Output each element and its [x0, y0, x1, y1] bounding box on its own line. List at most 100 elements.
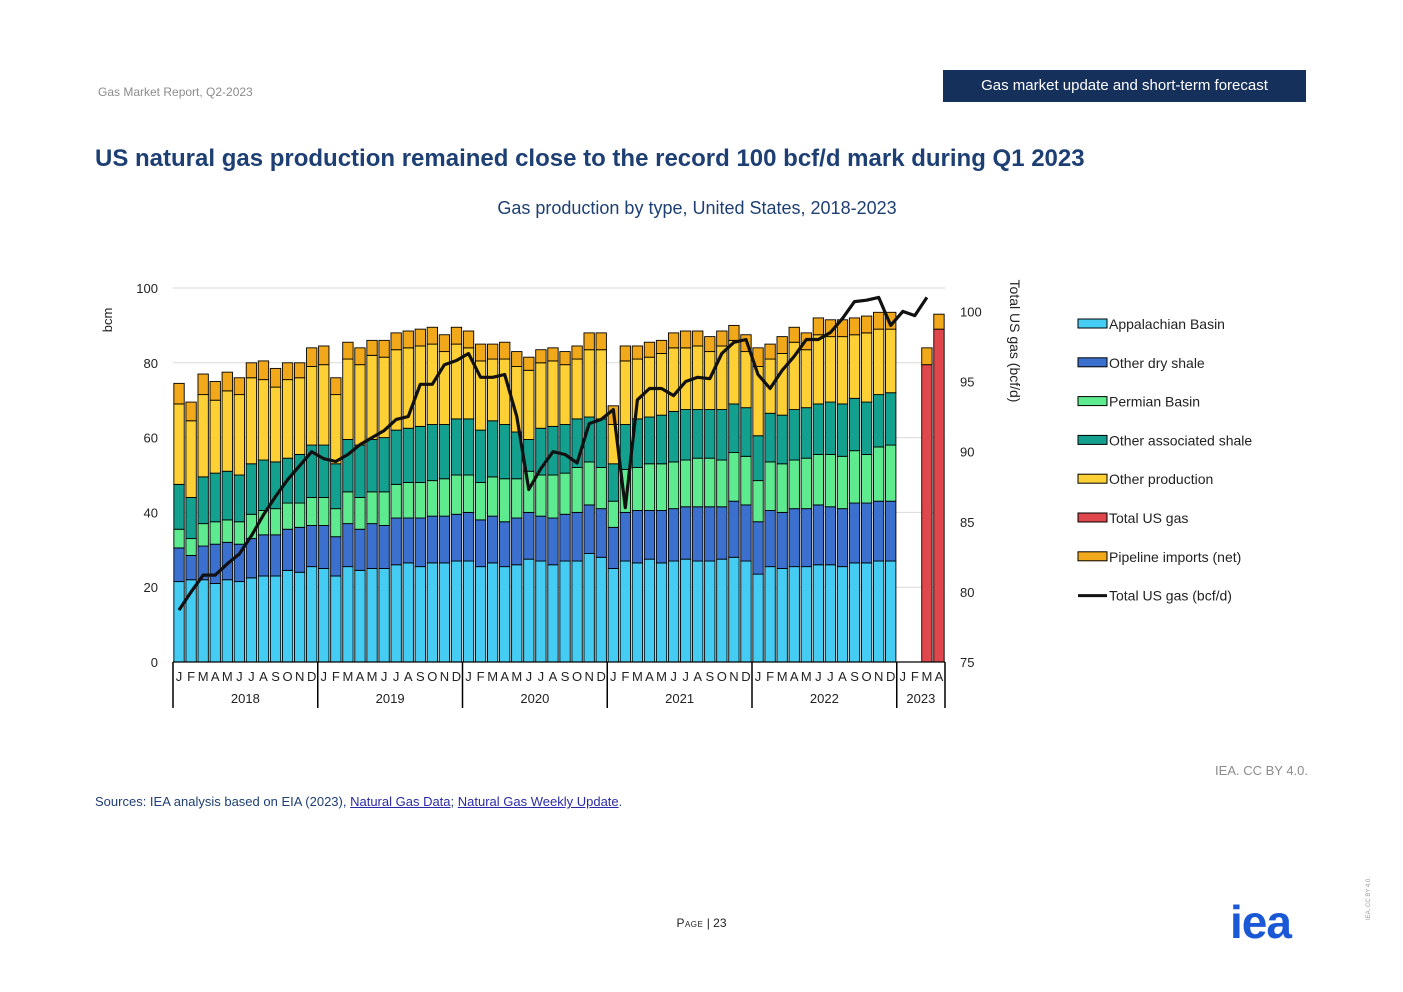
bar-segment	[294, 502, 306, 528]
year-tick-label: 2020	[520, 691, 549, 706]
bar-segment	[740, 351, 752, 409]
bar-segment	[185, 496, 197, 540]
bar-segment	[281, 569, 294, 663]
bar-segment	[438, 562, 451, 663]
bar-segment	[197, 579, 209, 663]
bar-segment	[848, 450, 861, 504]
bar-segment	[680, 506, 692, 560]
bar-segment	[197, 523, 209, 547]
bar-segment	[342, 523, 354, 568]
legend-label: Other dry shale	[1109, 355, 1205, 371]
bar-segment	[848, 334, 861, 399]
bar-segment	[233, 521, 245, 545]
bar-segment	[800, 457, 812, 510]
month-tick-label: J	[176, 669, 183, 684]
month-tick-label: J	[381, 669, 388, 684]
bar-segment	[595, 556, 607, 663]
y2-tick-label: 90	[960, 445, 974, 460]
month-tick-label: N	[295, 669, 304, 684]
natural-gas-weekly-update-link[interactable]: Natural Gas Weekly Update	[457, 794, 619, 809]
bar-segment	[197, 373, 209, 396]
bar-segment	[885, 328, 897, 394]
bar-segment	[281, 502, 294, 530]
month-tick-label: S	[416, 669, 425, 684]
bar-segment	[173, 382, 185, 405]
bar-segment	[752, 521, 764, 575]
bar-segment	[692, 506, 704, 562]
natural-gas-data-link[interactable]: Natural Gas Data	[350, 794, 451, 809]
sources-note: Sources: IEA analysis based on EIA (2023…	[95, 794, 622, 809]
bar-segment	[776, 353, 788, 416]
bar-segment	[185, 401, 197, 422]
bar-segment	[414, 517, 426, 568]
bar-segment	[414, 566, 426, 663]
legend-swatch	[1077, 357, 1108, 368]
bar-segment	[366, 339, 378, 356]
bar-segment	[595, 418, 607, 468]
bar-segment	[426, 480, 438, 517]
month-tick-label: J	[610, 669, 617, 684]
bar-segment	[185, 554, 197, 581]
bar-segment	[257, 379, 270, 461]
month-tick-label: F	[187, 669, 195, 684]
bar-segment	[812, 317, 824, 336]
month-tick-label: O	[717, 669, 727, 684]
year-tick-label: 2019	[376, 691, 405, 706]
bar-segment	[788, 409, 800, 461]
bar-segment	[655, 339, 668, 354]
bar-segment	[354, 444, 366, 498]
bar-segment	[740, 560, 752, 663]
month-tick-label: S	[271, 669, 280, 684]
bar-segment	[450, 474, 463, 515]
month-tick-label: S	[705, 669, 714, 684]
bar-segment	[426, 424, 438, 482]
bar-segment	[873, 446, 885, 502]
bar-segment	[378, 568, 390, 663]
month-tick-label: A	[404, 669, 413, 684]
bar-segment	[173, 483, 185, 530]
bar-segment	[595, 349, 607, 420]
bar-segment	[281, 528, 294, 571]
bar-segment	[173, 547, 185, 583]
bar-segment	[583, 553, 595, 663]
bar-segment	[330, 377, 342, 396]
bar-segment	[752, 480, 764, 523]
bar-segment	[390, 517, 402, 566]
bar-segment	[269, 508, 282, 536]
legend-item: Total US gas	[1077, 510, 1188, 526]
bar-segment	[583, 349, 595, 418]
bar-segment	[366, 354, 378, 440]
bar-segment	[209, 381, 221, 401]
bar-segment	[499, 566, 511, 663]
bar-segment	[619, 360, 631, 425]
month-tick-label: J	[900, 669, 907, 684]
bar-segment	[185, 420, 197, 498]
bar-segment	[704, 336, 716, 353]
bar-segment	[716, 558, 728, 663]
bar-segment	[294, 571, 306, 663]
bar-segment	[257, 360, 270, 381]
bar-segment	[450, 326, 463, 345]
bar-segment	[571, 345, 583, 360]
bar-segment	[680, 459, 692, 508]
bar-segment	[173, 581, 185, 663]
year-tick-label: 2023	[906, 691, 935, 706]
bar-segment	[692, 560, 704, 663]
bar-segment	[378, 491, 390, 526]
bar-segment	[631, 562, 644, 663]
bar-segment	[330, 463, 342, 510]
month-tick-label: J	[682, 669, 689, 684]
bar-segment	[487, 358, 499, 422]
bar-segment	[921, 347, 933, 366]
bar-segment	[511, 351, 523, 367]
legend-item: Other associated shale	[1077, 432, 1252, 448]
bar-segment	[764, 412, 776, 463]
bar-segment	[462, 330, 475, 349]
bar-segment	[667, 508, 680, 562]
bar-segment	[680, 558, 692, 663]
month-tick-label: O	[427, 669, 437, 684]
sources-suffix: .	[618, 794, 623, 809]
bar-segment	[390, 332, 402, 351]
month-tick-label: N	[440, 669, 449, 684]
bar-segment	[450, 418, 463, 476]
